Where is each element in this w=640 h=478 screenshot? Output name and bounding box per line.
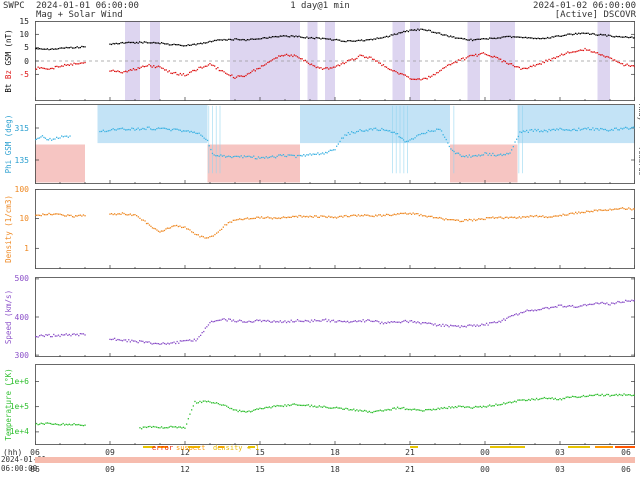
plot-cadence: 1 day@1 min (290, 1, 350, 11)
panel-frame (35, 104, 635, 184)
hour-label-row2: 06 (621, 464, 631, 474)
hour-label-row1: 21 (405, 448, 415, 457)
panel-speed (35, 277, 635, 357)
sector-band (597, 21, 610, 101)
hour-label-row1: 03 (555, 448, 565, 457)
flag-legend-error: error (152, 444, 174, 452)
plot-subtitle: Mag + Solar Wind (36, 10, 123, 20)
y-tick-label: 135 (14, 155, 29, 165)
sector-band (97, 104, 208, 144)
y-tick-label: 10 (19, 214, 29, 224)
y-tick-label: 300 (14, 350, 29, 360)
hour-label-row1: 15 (255, 448, 265, 457)
hour-label-row2: 03 (555, 464, 565, 474)
panel-phi (35, 104, 635, 184)
panel-density (35, 189, 635, 269)
axis-label-density: Density (1/cm3) (3, 189, 14, 269)
axis-label-speed: Speed (km/s) (3, 277, 14, 357)
series-speed (35, 299, 635, 345)
panel-frame (35, 364, 635, 445)
hour-label-row2: 21 (405, 464, 415, 474)
sector-band (300, 104, 450, 144)
plot-end-time: 2024-01-02 06:00:00 (533, 1, 636, 11)
axis-label-part: Density (1/cm3) (4, 195, 13, 263)
y-tick-label: 10 (19, 29, 29, 39)
hour-label-row2: 06 (30, 464, 40, 474)
y-tick-label: 500 (14, 274, 29, 284)
quality-flag-mark (142, 445, 155, 448)
arrival-time-strip (35, 456, 635, 463)
y-tick-label: 0 (24, 56, 29, 66)
axis-label-temperature: Temperature (°K) (3, 364, 14, 445)
panel-bt-bz (35, 21, 635, 101)
panel-frame (35, 277, 635, 357)
y-tick-label: 1 (24, 243, 29, 253)
hour-label-row2: 15 (255, 464, 265, 474)
quality-flag-mark (595, 445, 613, 448)
flag-legend-density: density < 1 (213, 444, 260, 452)
panel-frame (35, 21, 635, 101)
hour-label-row1: 12 (180, 448, 190, 457)
panel-temperature (35, 364, 635, 445)
y-tick-label: -5 (19, 69, 29, 79)
hour-label-row1: 00 (480, 448, 490, 457)
quality-flag-mark (410, 445, 418, 448)
y-tick-label: 15 (19, 16, 29, 26)
axis-label-bt-bz: Bt Bz GSM (nT) (3, 21, 14, 101)
quality-flag-mark (615, 445, 635, 448)
series-temperature (35, 393, 635, 430)
y-tick-label: 1e+4 (9, 427, 29, 437)
panel-frame (35, 189, 635, 269)
satellite-status: [Active] DSCOVR (554, 10, 636, 20)
quality-flag-mark (157, 445, 168, 448)
axis-label-part: GSM (nT) (4, 29, 13, 71)
sector-band (517, 104, 635, 144)
y-tick-label: 5 (24, 43, 29, 53)
axis-label-part: Bt (4, 79, 13, 93)
flag-legend-suspect: suspect (176, 444, 206, 452)
hour-label-row2: 12 (180, 464, 190, 474)
footer-date: 2024-01-01 (1, 455, 47, 464)
sector-band (392, 21, 405, 101)
series-density (35, 207, 635, 239)
hh-axis-label: (hh) (3, 448, 23, 457)
quality-flag-mark (567, 445, 590, 448)
hour-label-row1: 06 (621, 448, 631, 457)
y-tick-label: 1e+6 (9, 377, 29, 387)
hour-label-row1: 18 (330, 448, 340, 457)
axis-label-part: Temperature (°K) (4, 368, 13, 441)
sector-band (207, 144, 300, 183)
axis-label-part: Speed (km/s) (4, 289, 13, 345)
y-tick-label: 1e+5 (9, 402, 29, 412)
quality-flag-mark (490, 445, 525, 448)
hour-label-row1: 09 (105, 448, 115, 457)
quality-flag-mark (187, 445, 200, 448)
series-bt (35, 28, 635, 51)
axis-label-part: Bz (4, 70, 13, 80)
app-title: SWPC (3, 1, 25, 11)
away-towards-label: Away + Towards - (637, 104, 640, 185)
quality-flag-mark (247, 445, 255, 448)
quality-flag-mark (217, 445, 224, 448)
y-tick-label: 315 (14, 123, 29, 133)
plot-start-time: 2024-01-01 06:00:00 (36, 1, 139, 11)
series-phi (35, 126, 635, 160)
hour-label-row1: 06 (30, 448, 40, 457)
hour-label-row2: 09 (105, 464, 115, 474)
hour-label-row2: 18 (330, 464, 340, 474)
y-tick-label: 100 (14, 184, 29, 194)
axis-label-part: Phi GSM (deg) (4, 114, 13, 174)
y-tick-label: 400 (14, 312, 29, 322)
sector-band (450, 144, 518, 183)
footer-time: 06:00:00 (1, 464, 38, 473)
axis-label-phi: Phi GSM (deg) (3, 104, 14, 184)
series-bz (35, 47, 635, 81)
sector-band (35, 144, 85, 183)
hour-label-row2: 00 (480, 464, 490, 474)
